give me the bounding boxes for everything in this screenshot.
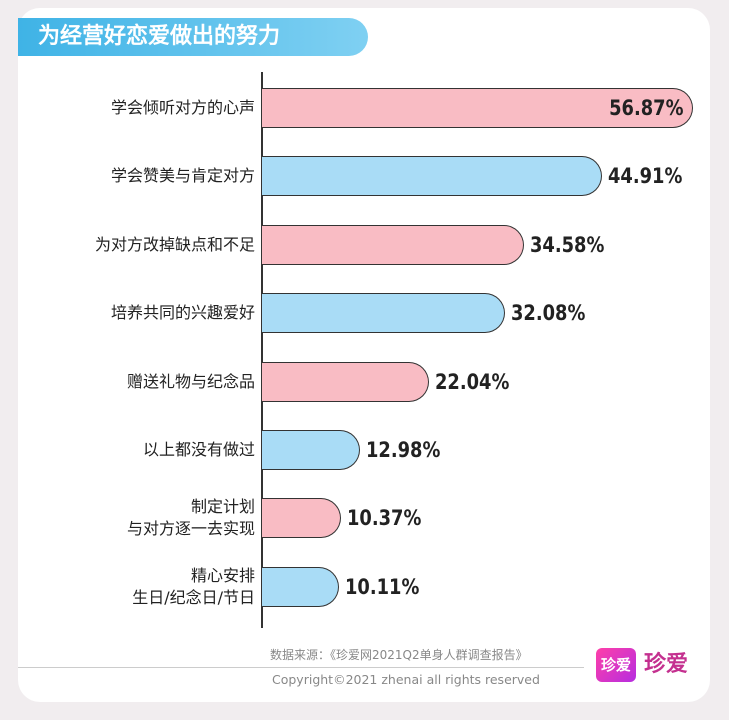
divider (18, 667, 584, 668)
value-label: 44.91% (608, 164, 683, 189)
category-label: 学会赞美与肯定对方 (110, 166, 255, 186)
category-label: 精心安排 生日/纪念日/节日 (132, 565, 255, 607)
source: 数据来源：《珍爱网2021Q2单身人群调查报告》 (270, 648, 528, 662)
category-label: 为对方改掉缺点和不足 (94, 234, 255, 254)
copyright: Copyright©2021 zhenai all rights reserve… (272, 672, 540, 687)
bar (262, 430, 361, 470)
logo-text: 珍爱 (644, 652, 689, 677)
bar (262, 361, 430, 402)
chart-title: 为经营好恋爱做出的努力 (18, 18, 368, 56)
value-label: 34.58% (530, 232, 605, 257)
category-label: 学会倾听对方的心声 (110, 98, 255, 117)
bar (262, 88, 694, 128)
category-label: 制定计划 与对方逐一去实现 (126, 497, 255, 539)
value-label: 10.11% (344, 574, 419, 599)
value-label: 56.87% (608, 96, 684, 120)
category-label: 培养共同的兴趣爱好 (110, 303, 255, 323)
logo-badge: 珍爱 (596, 648, 636, 682)
bar (262, 566, 339, 607)
value-label: 22.04% (435, 369, 510, 394)
value-label: 10.37% (346, 506, 421, 531)
bar (262, 293, 506, 334)
bar (262, 156, 603, 197)
category-label: 赠送礼物与纪念品 (126, 371, 255, 391)
bar (262, 498, 341, 539)
value-label: 12.98% (366, 438, 441, 462)
category-label: 以上都没有做过 (142, 440, 255, 459)
axis-line (261, 72, 263, 628)
bar (262, 224, 525, 265)
value-label: 32.08% (511, 301, 586, 326)
